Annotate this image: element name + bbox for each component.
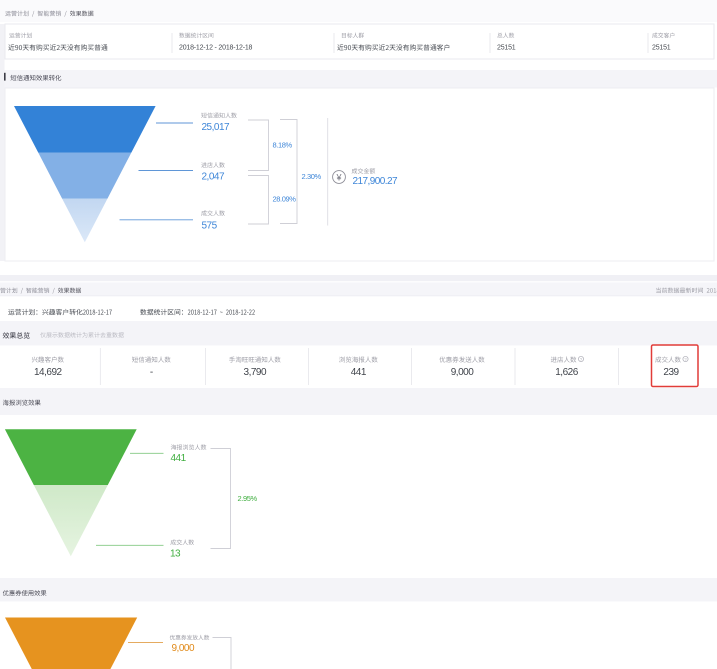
svg-text:2,047: 2,047 — [202, 171, 225, 182]
svg-text:?: ? — [684, 357, 687, 362]
svg-text:217,900.27: 217,900.27 — [353, 176, 399, 187]
svg-text:25151: 25151 — [652, 45, 671, 52]
svg-text:9,000: 9,000 — [172, 643, 195, 654]
svg-text:28.09%: 28.09% — [273, 194, 297, 203]
svg-text:1,626: 1,626 — [555, 367, 578, 378]
svg-text:13: 13 — [170, 548, 181, 559]
svg-text:25,017: 25,017 — [202, 122, 231, 133]
svg-text:441: 441 — [351, 367, 367, 378]
svg-text:¥: ¥ — [335, 172, 342, 182]
svg-text:14,692: 14,692 — [34, 367, 63, 378]
svg-text:441: 441 — [171, 453, 187, 464]
svg-text:25151: 25151 — [497, 45, 516, 52]
svg-text:3,790: 3,790 — [244, 367, 267, 378]
svg-text:2.95%: 2.95% — [238, 494, 258, 503]
svg-text:9,000: 9,000 — [451, 367, 474, 378]
svg-text:?: ? — [580, 357, 583, 362]
svg-text:239: 239 — [663, 367, 679, 378]
svg-text:575: 575 — [202, 221, 218, 232]
svg-text:-: - — [150, 367, 153, 378]
svg-text:2.30%: 2.30% — [302, 172, 322, 181]
svg-text:8.18%: 8.18% — [273, 140, 293, 149]
svg-text:2018-12-12 - 2018-12-18: 2018-12-12 - 2018-12-18 — [179, 45, 253, 52]
